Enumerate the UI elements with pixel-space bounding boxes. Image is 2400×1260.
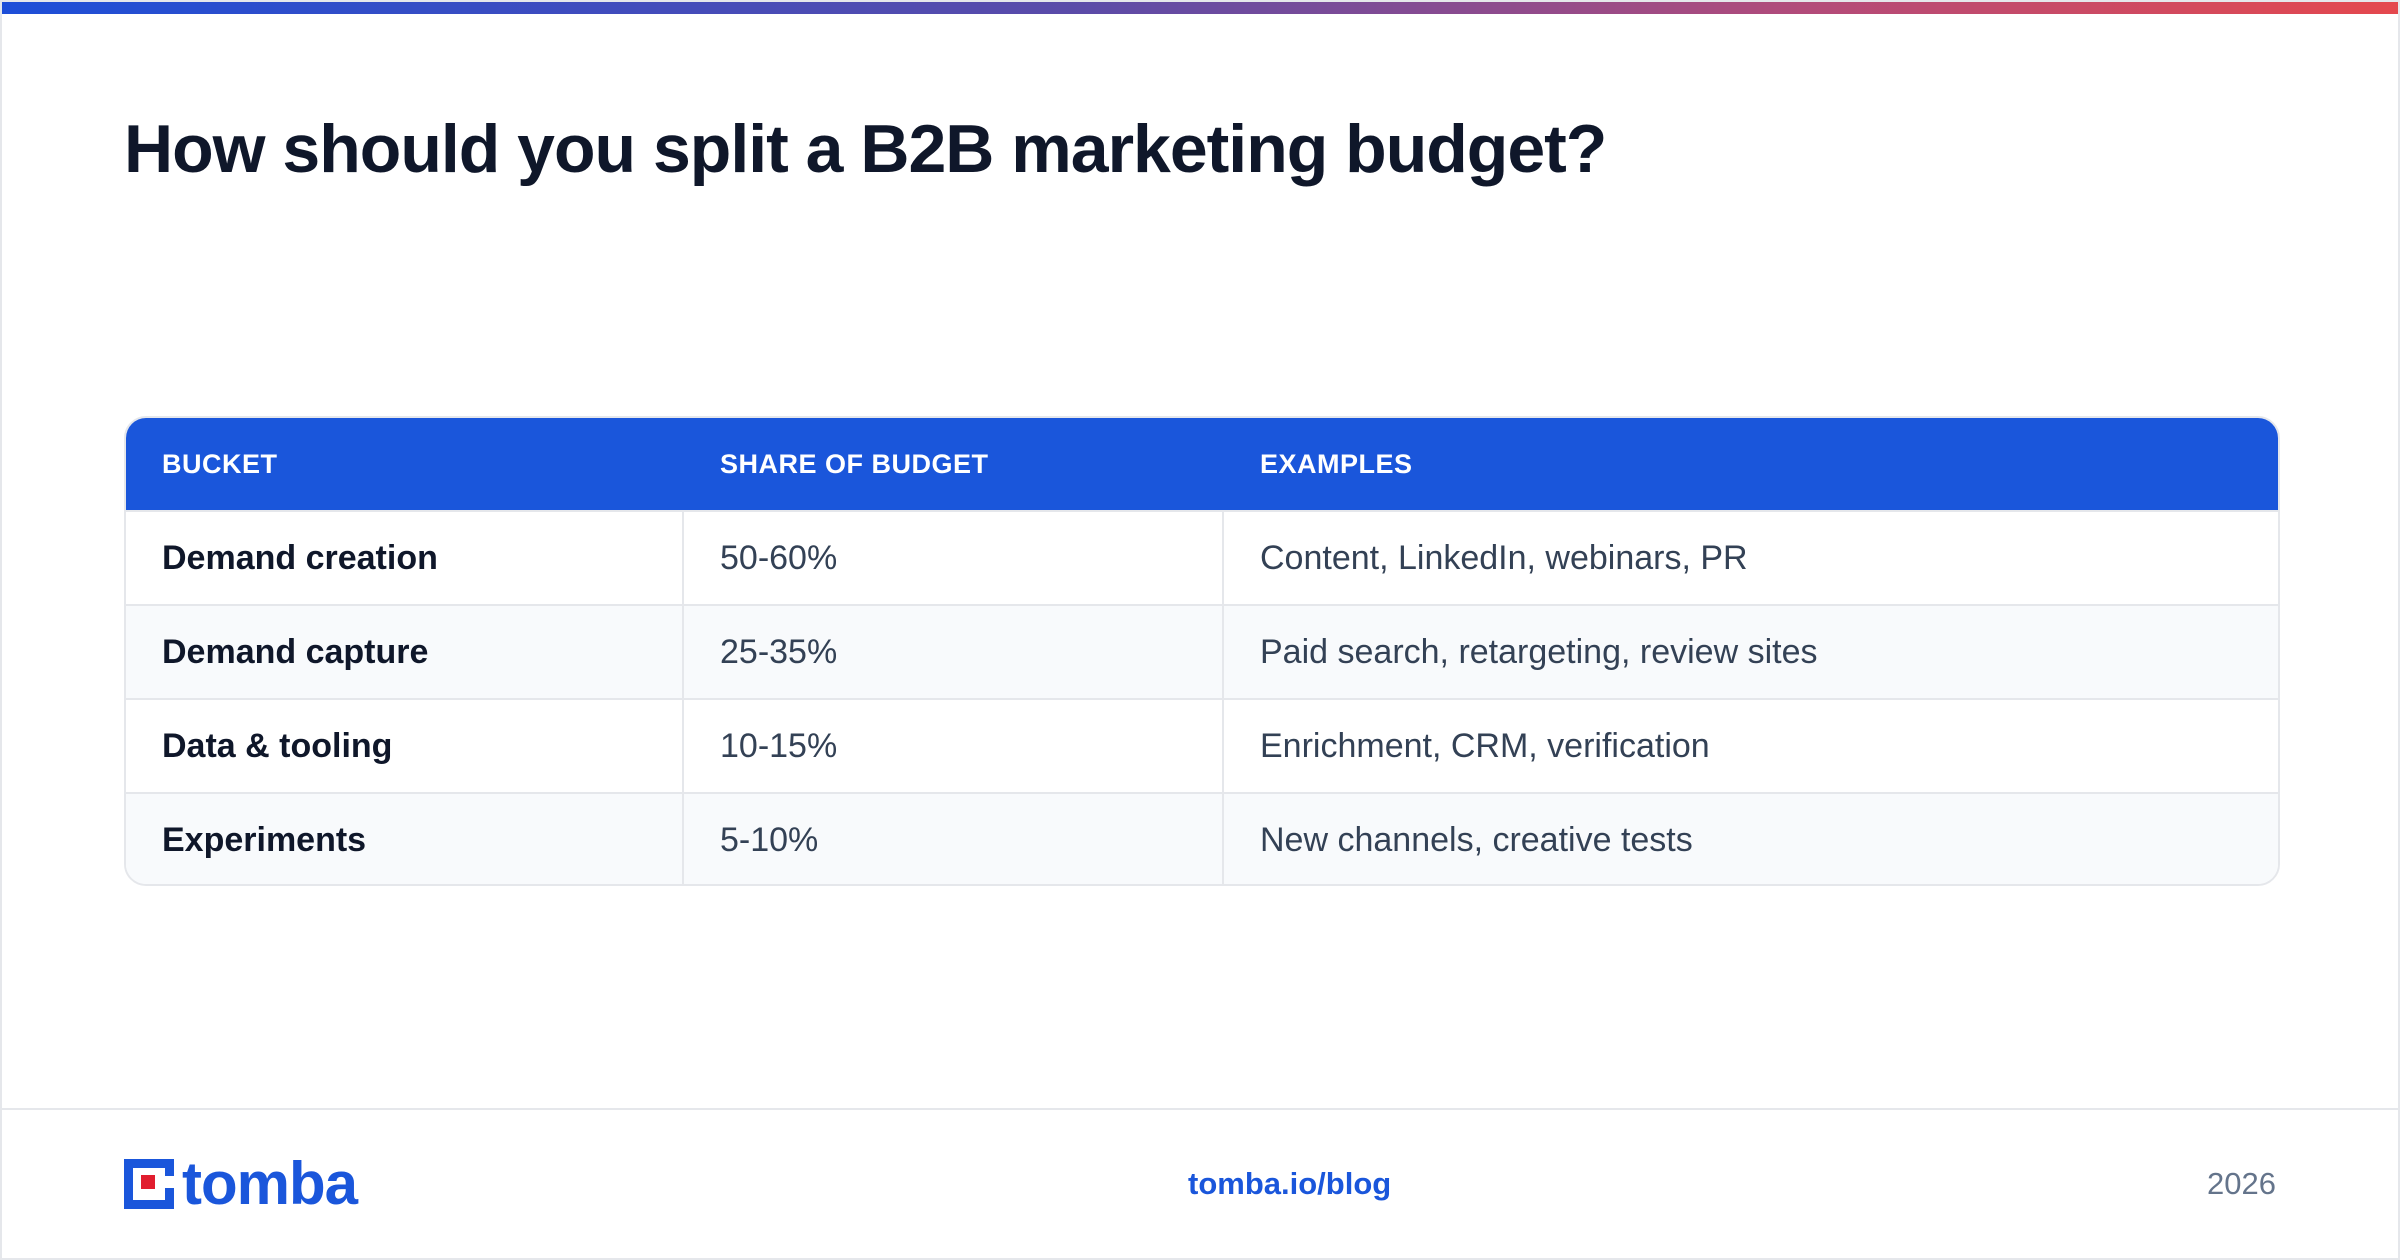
tomba-logo-icon (124, 1159, 174, 1209)
share-cell: 50-60% (684, 512, 1224, 604)
table-header: BUCKET SHARE OF BUDGET EXAMPLES (126, 418, 2278, 510)
column-header-examples: EXAMPLES (1260, 448, 1413, 479)
logo-text: tomba (182, 1150, 358, 1217)
table-row: Experiments 5-10% New channels, creative… (126, 792, 2278, 884)
bucket-cell: Data & tooling (126, 700, 684, 792)
column-header-share: SHARE OF BUDGET (720, 448, 989, 479)
table-row: Demand creation 50-60% Content, LinkedIn… (126, 510, 2278, 604)
accent-bar (2, 2, 2398, 14)
bucket-cell: Demand creation (126, 512, 684, 604)
examples-cell: Paid search, retargeting, review sites (1260, 632, 1818, 671)
share-cell: 5-10% (684, 794, 1224, 884)
blog-link[interactable]: tomba.io/blog (1188, 1166, 1392, 1201)
page-title: How should you split a B2B marketing bud… (124, 111, 1607, 187)
share-cell: 10-15% (684, 700, 1224, 792)
footer-divider (2, 1108, 2398, 1110)
tomba-logo: tomba (124, 1150, 358, 1217)
examples-cell: Enrichment, CRM, verification (1260, 726, 1710, 765)
table-row: Data & tooling 10-15% Enrichment, CRM, v… (126, 698, 2278, 792)
examples-cell: Content, LinkedIn, webinars, PR (1260, 538, 1748, 577)
footer-year: 2026 (2207, 1166, 2276, 1201)
bucket-cell: Experiments (126, 794, 684, 884)
examples-cell: New channels, creative tests (1260, 820, 1693, 859)
budget-table: BUCKET SHARE OF BUDGET EXAMPLES Demand c… (124, 416, 2280, 886)
share-cell: 25-35% (684, 606, 1224, 698)
column-header-bucket: BUCKET (162, 448, 278, 479)
table-row: Demand capture 25-35% Paid search, retar… (126, 604, 2278, 698)
bucket-cell: Demand capture (126, 606, 684, 698)
